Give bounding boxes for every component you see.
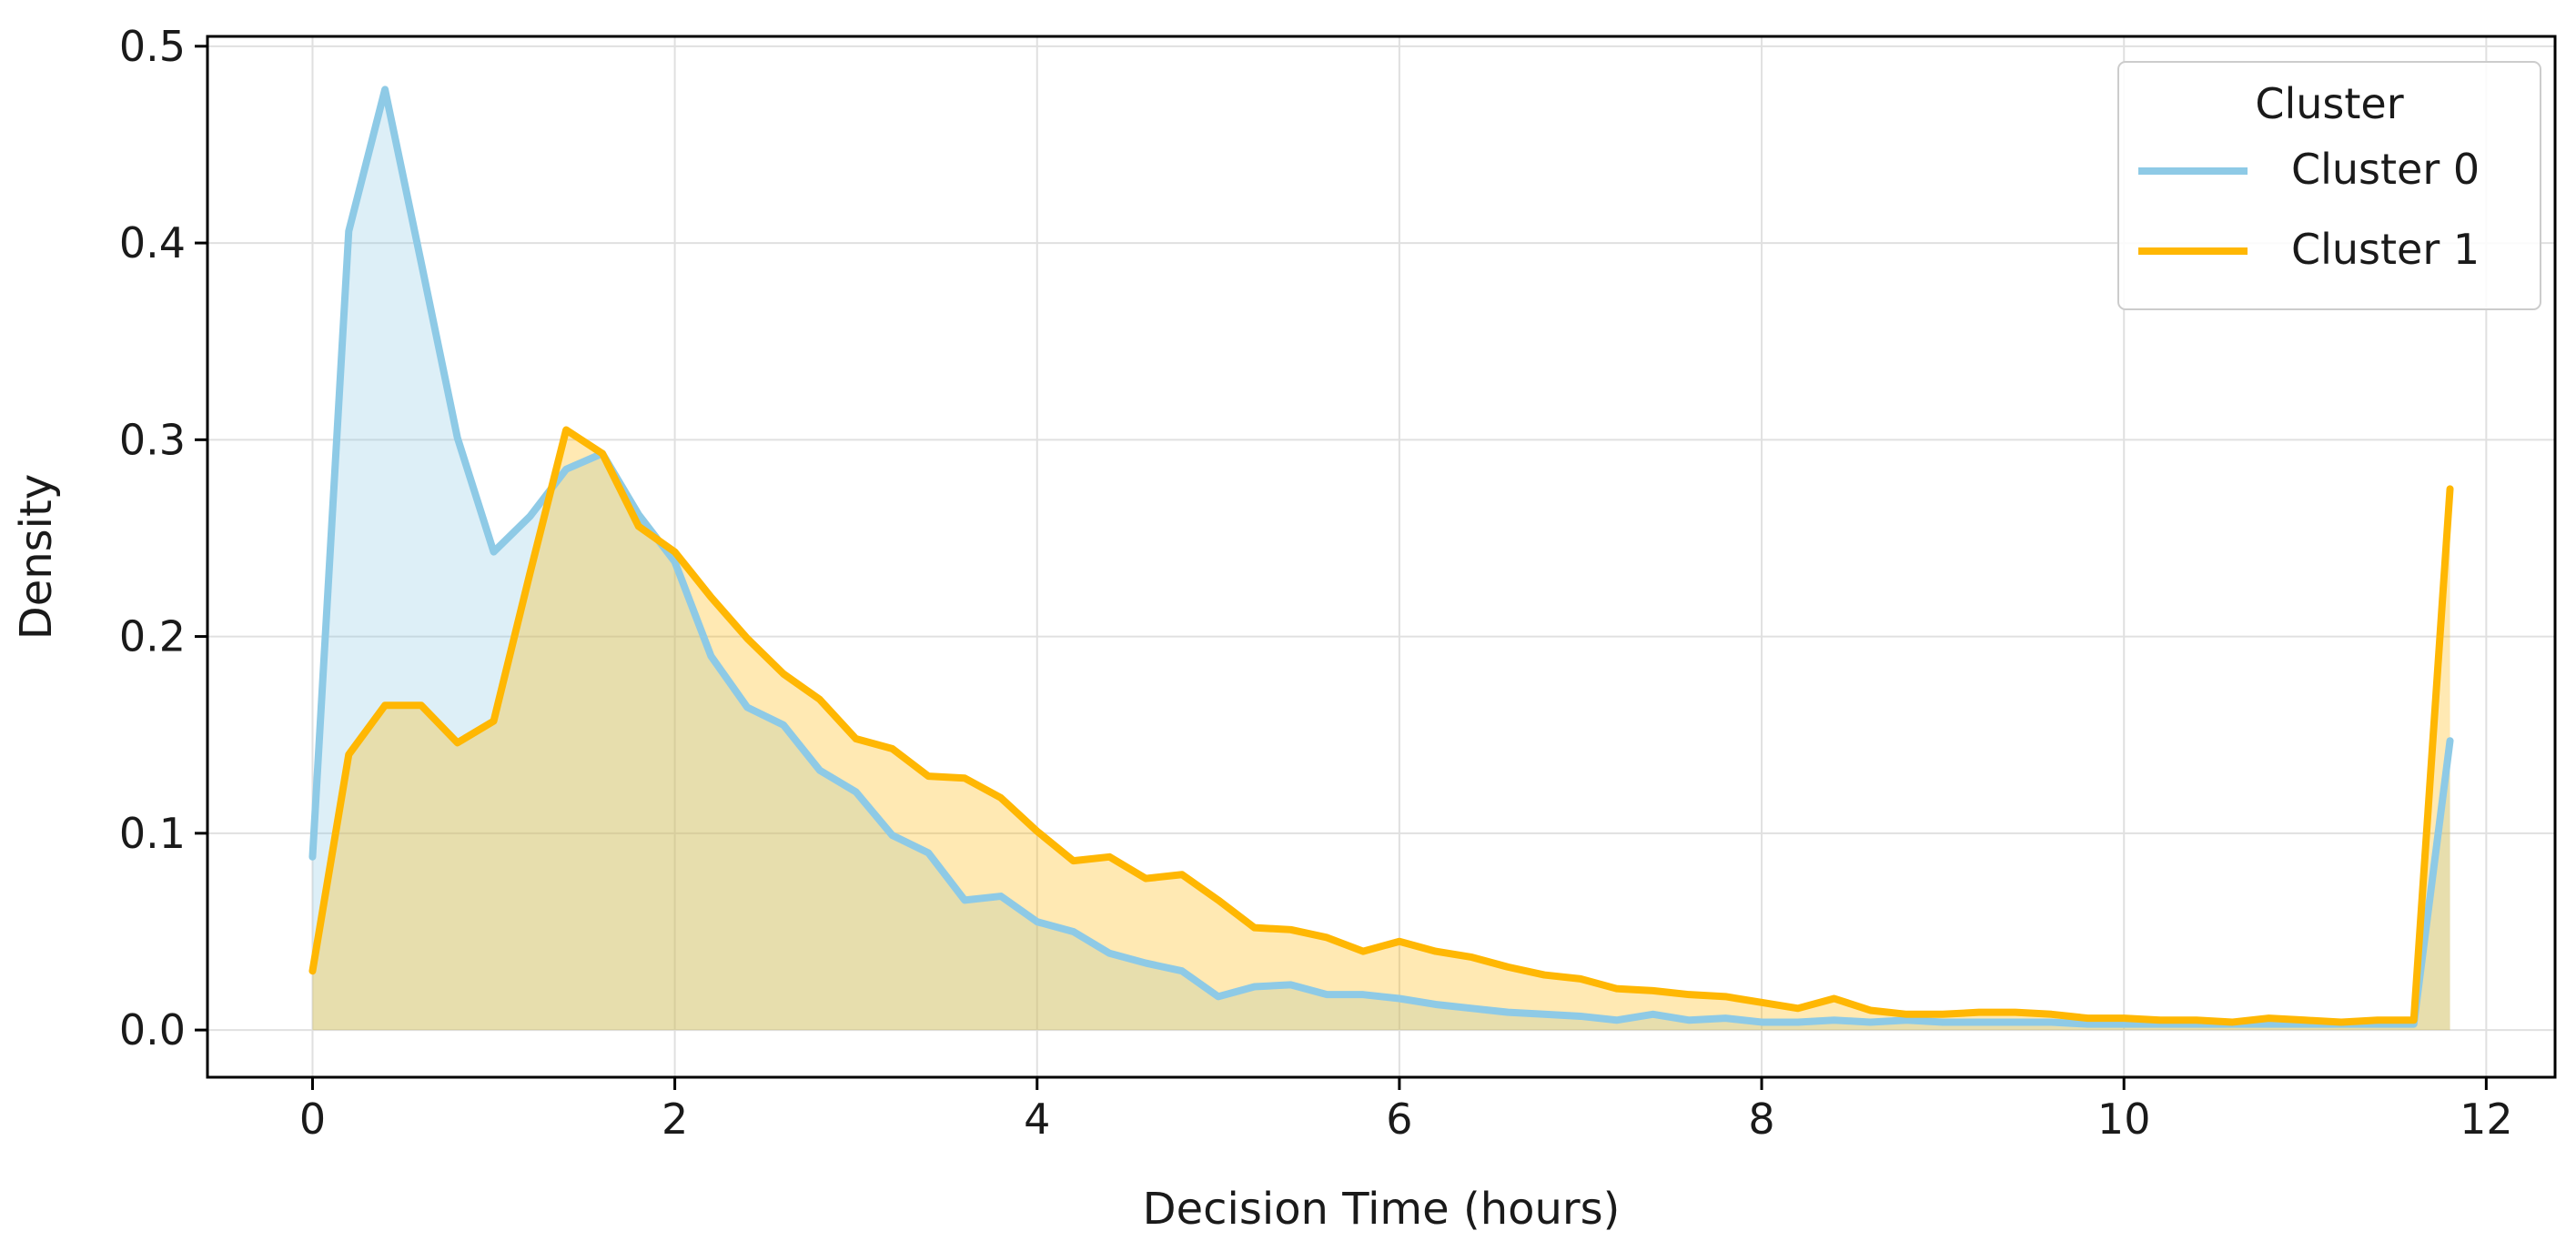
x-tick-label-1: 2 bbox=[662, 1095, 688, 1144]
x-tick-label-6: 12 bbox=[2460, 1095, 2513, 1144]
legend-title: Cluster bbox=[2255, 79, 2403, 128]
series-line-1 bbox=[308, 426, 2454, 1026]
x-axis-ticks: 0 2 4 6 8 10 12 bbox=[299, 1077, 2513, 1144]
x-tick-label-0: 0 bbox=[299, 1095, 326, 1144]
series-fill-1 bbox=[312, 429, 2450, 1031]
y-tick-label-2: 0.2 bbox=[119, 612, 186, 661]
y-tick-label-5: 0.5 bbox=[119, 22, 186, 71]
x-tick-label-5: 10 bbox=[2097, 1095, 2151, 1144]
x-tick-label-2: 4 bbox=[1024, 1095, 1050, 1144]
x-tick-label-4: 8 bbox=[1748, 1095, 1774, 1144]
y-tick-label-1: 0.1 bbox=[119, 809, 186, 858]
legend: Cluster Cluster 0 Cluster 1 bbox=[2117, 61, 2541, 310]
legend-label-1: Cluster 1 bbox=[2291, 225, 2480, 274]
y-axis-label: Density bbox=[11, 474, 62, 640]
legend-items: Cluster 0 Cluster 1 bbox=[2138, 145, 2480, 274]
x-tick-label-3: 6 bbox=[1386, 1095, 1412, 1144]
grid-lines bbox=[207, 36, 2555, 1077]
y-tick-label-0: 0.0 bbox=[119, 1005, 186, 1054]
legend-label-0: Cluster 0 bbox=[2291, 145, 2480, 194]
x-axis-label: Decision Time (hours) bbox=[1143, 1184, 1621, 1235]
plot-frame bbox=[206, 35, 2557, 1079]
y-axis-ticks: 0.0 0.1 0.2 0.3 0.4 0.5 bbox=[119, 22, 207, 1054]
series-fill-0 bbox=[312, 89, 2450, 1031]
series-line-0 bbox=[308, 86, 2454, 1028]
series-lines bbox=[308, 86, 2454, 1028]
y-tick-label-4: 0.4 bbox=[119, 218, 186, 267]
series-fills bbox=[312, 89, 2450, 1031]
y-tick-label-3: 0.3 bbox=[119, 415, 186, 464]
